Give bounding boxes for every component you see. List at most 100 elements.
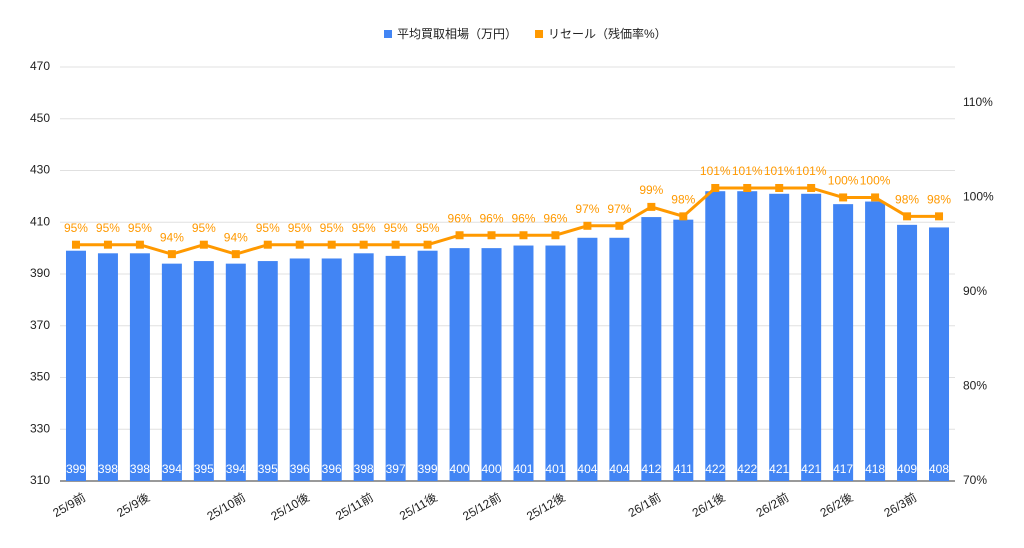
line-value-label: 95%: [416, 221, 440, 235]
line-marker: [807, 183, 816, 192]
line: [75, 186, 940, 256]
line-marker: [391, 240, 400, 249]
x-tick-label: 25/10後: [268, 490, 311, 523]
bar-value-label: 399: [418, 462, 438, 476]
bar: [673, 219, 694, 481]
bar-value-label: 401: [513, 462, 533, 476]
line-marker: [295, 240, 304, 249]
x-tick-label: 25/10前: [204, 489, 248, 523]
x-tick-label: 25/9後: [114, 490, 152, 520]
line-marker: [935, 212, 944, 221]
bar: [225, 263, 246, 481]
bar-value-label: 396: [290, 462, 310, 476]
bar: [289, 258, 310, 481]
bar: [193, 261, 214, 481]
line-value-label: 94%: [224, 230, 248, 244]
y-tick-label: 410: [30, 214, 50, 228]
line-value-label: 100%: [828, 174, 859, 188]
bar-value-label: 422: [737, 462, 757, 476]
line-marker: [103, 240, 112, 249]
bar-value-label: 400: [450, 462, 470, 476]
x-tick-label: 25/11前: [333, 489, 376, 523]
line-value-label: 97%: [575, 202, 599, 216]
bar: [833, 204, 854, 481]
line-value-label: 98%: [895, 193, 919, 207]
y-tick-label: 430: [30, 163, 50, 177]
y-tick-label: 450: [30, 111, 50, 125]
bar-value-label: 417: [833, 462, 853, 476]
bar-value-label: 394: [162, 462, 182, 476]
bar: [513, 245, 534, 481]
x-tick-label: 26/1前: [625, 489, 663, 520]
bar-value-label: 418: [865, 462, 885, 476]
x-tick-label: 26/2前: [753, 489, 791, 520]
bar: [705, 191, 726, 481]
y-tick-label: 390: [30, 266, 50, 280]
bar: [545, 245, 566, 481]
bar-value-label: 411: [674, 462, 693, 476]
legend-swatch: [535, 30, 544, 38]
legend-label: リセール（残価率%）: [548, 26, 667, 41]
line-marker: [775, 183, 784, 192]
bar-value-label: 398: [130, 462, 150, 476]
y2-tick-label: 80%: [963, 379, 987, 393]
x-tick-label: 25/9前: [50, 489, 88, 520]
line-marker: [871, 193, 880, 202]
line-value-label: 95%: [352, 221, 376, 235]
bar-value-label: 422: [705, 462, 725, 476]
bar-value-label: 404: [609, 462, 629, 476]
line-marker: [615, 221, 624, 230]
bar: [321, 258, 342, 481]
y2-tick-label: 70%: [963, 473, 987, 487]
bar: [65, 250, 86, 481]
y-tick-label: 330: [30, 421, 50, 435]
bar-value-label: 397: [386, 462, 406, 476]
line-marker: [359, 240, 368, 249]
bar: [737, 191, 758, 481]
bar-value-label: 394: [226, 462, 246, 476]
bar-value-label: 400: [482, 462, 502, 476]
line-value-label: 101%: [796, 164, 827, 178]
bar: [417, 250, 438, 481]
line-marker: [711, 183, 720, 192]
bar: [801, 193, 822, 481]
x-tick-label: 26/1後: [690, 490, 728, 520]
line-value-label: 94%: [160, 230, 184, 244]
line-marker: [679, 212, 688, 221]
bar: [897, 224, 918, 481]
bar: [865, 201, 886, 482]
bar-value-label: 395: [258, 462, 278, 476]
x-tick-label: 26/3前: [881, 489, 919, 520]
line-value-label: 96%: [480, 211, 504, 225]
bar-value-label: 396: [322, 462, 342, 476]
line-value-label: 96%: [511, 211, 535, 225]
legend-label: 平均買取相場（万円）: [397, 27, 517, 41]
x-tick-label: 26/2後: [818, 490, 856, 520]
x-tick-label: 25/12後: [524, 490, 567, 523]
bar-value-label: 409: [897, 462, 917, 476]
bar: [97, 253, 118, 481]
bar: [769, 193, 790, 481]
line-value-label: 95%: [128, 221, 152, 235]
line-marker: [199, 240, 208, 249]
line-marker: [167, 250, 176, 259]
line-value-label: 95%: [288, 221, 312, 235]
line-marker: [327, 240, 336, 249]
line-marker: [231, 250, 240, 259]
line-marker: [423, 240, 432, 249]
line-marker: [743, 183, 752, 192]
y-tick-label: 350: [30, 370, 50, 384]
bar-value-label: 395: [194, 462, 214, 476]
bar-value-label: 421: [769, 462, 789, 476]
bar: [449, 248, 470, 481]
line-value-label: 95%: [64, 221, 88, 235]
y-tick-label: 310: [30, 473, 50, 487]
line-value-label: 96%: [543, 211, 567, 225]
bar: [257, 261, 278, 481]
y2-tick-label: 90%: [963, 284, 987, 298]
bar-value-label: 408: [929, 462, 949, 476]
line-marker: [839, 193, 848, 202]
bar: [577, 237, 598, 481]
line-value-label: 98%: [927, 193, 951, 207]
